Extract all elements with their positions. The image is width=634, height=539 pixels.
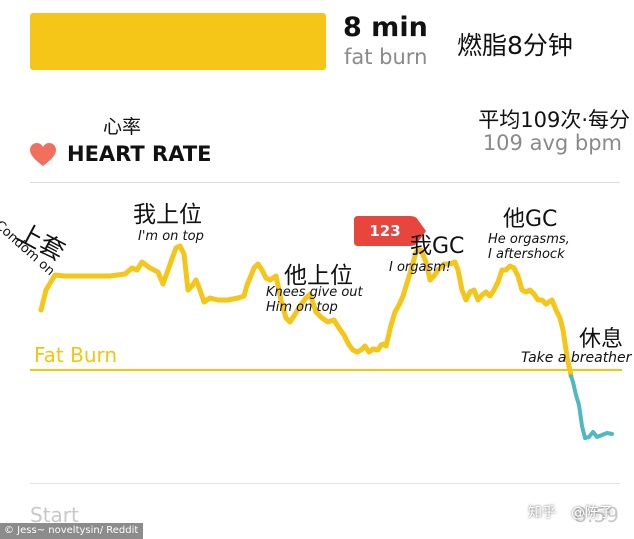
annotation-me-gc-en: I orgasm! [389,260,452,275]
peak-bpm-badge[interactable]: 123 [354,216,426,246]
fat-burn-minutes: 8 min [343,12,428,43]
fat-burn-bar [30,13,326,70]
user-watermark: @陈子 [571,505,613,521]
annotation-me-gc-cn: 我GC [410,234,465,259]
annotation-him-gc-cn: 他GC [503,207,558,232]
annotation-him-gc-en: He orgasms, I aftershock [488,232,570,262]
zhihu-watermark: 知乎 [528,505,556,521]
average-bpm: 109 avg bpm [482,131,622,155]
annotation-rest-en: Take a breather [521,350,632,366]
fat-burn-cn-note: 燃脂8分钟 [457,31,573,60]
annotation-him-on-top-cn: 他上位 [284,263,353,289]
annotation-rest-cn: 休息 [579,327,624,352]
start-label: Start [30,503,79,527]
annotation-him-on-top-en: Knees give out Him on top [266,285,363,315]
end-time-label: 8:59 [574,503,619,527]
heart-rate-title: HEART RATE [67,142,212,166]
heart-icon [30,143,56,167]
annotation-me-on-top-cn: 我上位 [133,202,202,228]
heart-rate-cn-note: 心率 [103,116,142,138]
heart-rate-line-fat-burn [38,243,574,379]
annotation-me-on-top-en: I'm on top [138,229,204,244]
fat-burn-label: fat burn [344,45,428,69]
average-bpm-cn-note: 平均109次·每分 [478,108,630,132]
image-credit: © Jess~ noveltysin/ Reddit [0,523,144,539]
fat-burn-zone-label: Fat Burn [34,343,118,367]
peak-bpm-value: 123 [369,222,401,240]
heart-rate-chart [0,183,634,483]
divider [30,182,620,183]
divider [30,483,620,484]
heart-rate-line-below-zone [569,374,614,440]
